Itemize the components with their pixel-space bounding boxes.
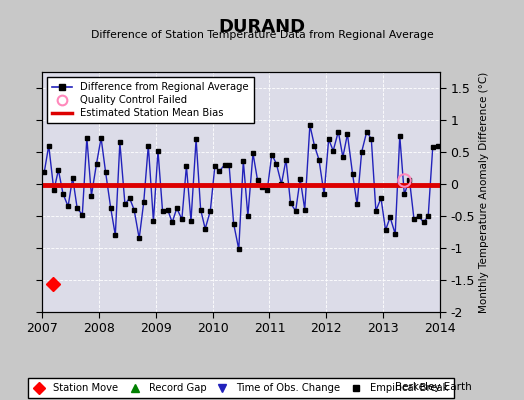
Legend: Station Move, Record Gap, Time of Obs. Change, Empirical Break: Station Move, Record Gap, Time of Obs. C… (28, 378, 454, 398)
Text: Difference of Station Temperature Data from Regional Average: Difference of Station Temperature Data f… (91, 30, 433, 40)
Text: Berkeley Earth: Berkeley Earth (395, 382, 472, 392)
Text: DURAND: DURAND (219, 18, 305, 36)
Y-axis label: Monthly Temperature Anomaly Difference (°C): Monthly Temperature Anomaly Difference (… (479, 71, 489, 313)
